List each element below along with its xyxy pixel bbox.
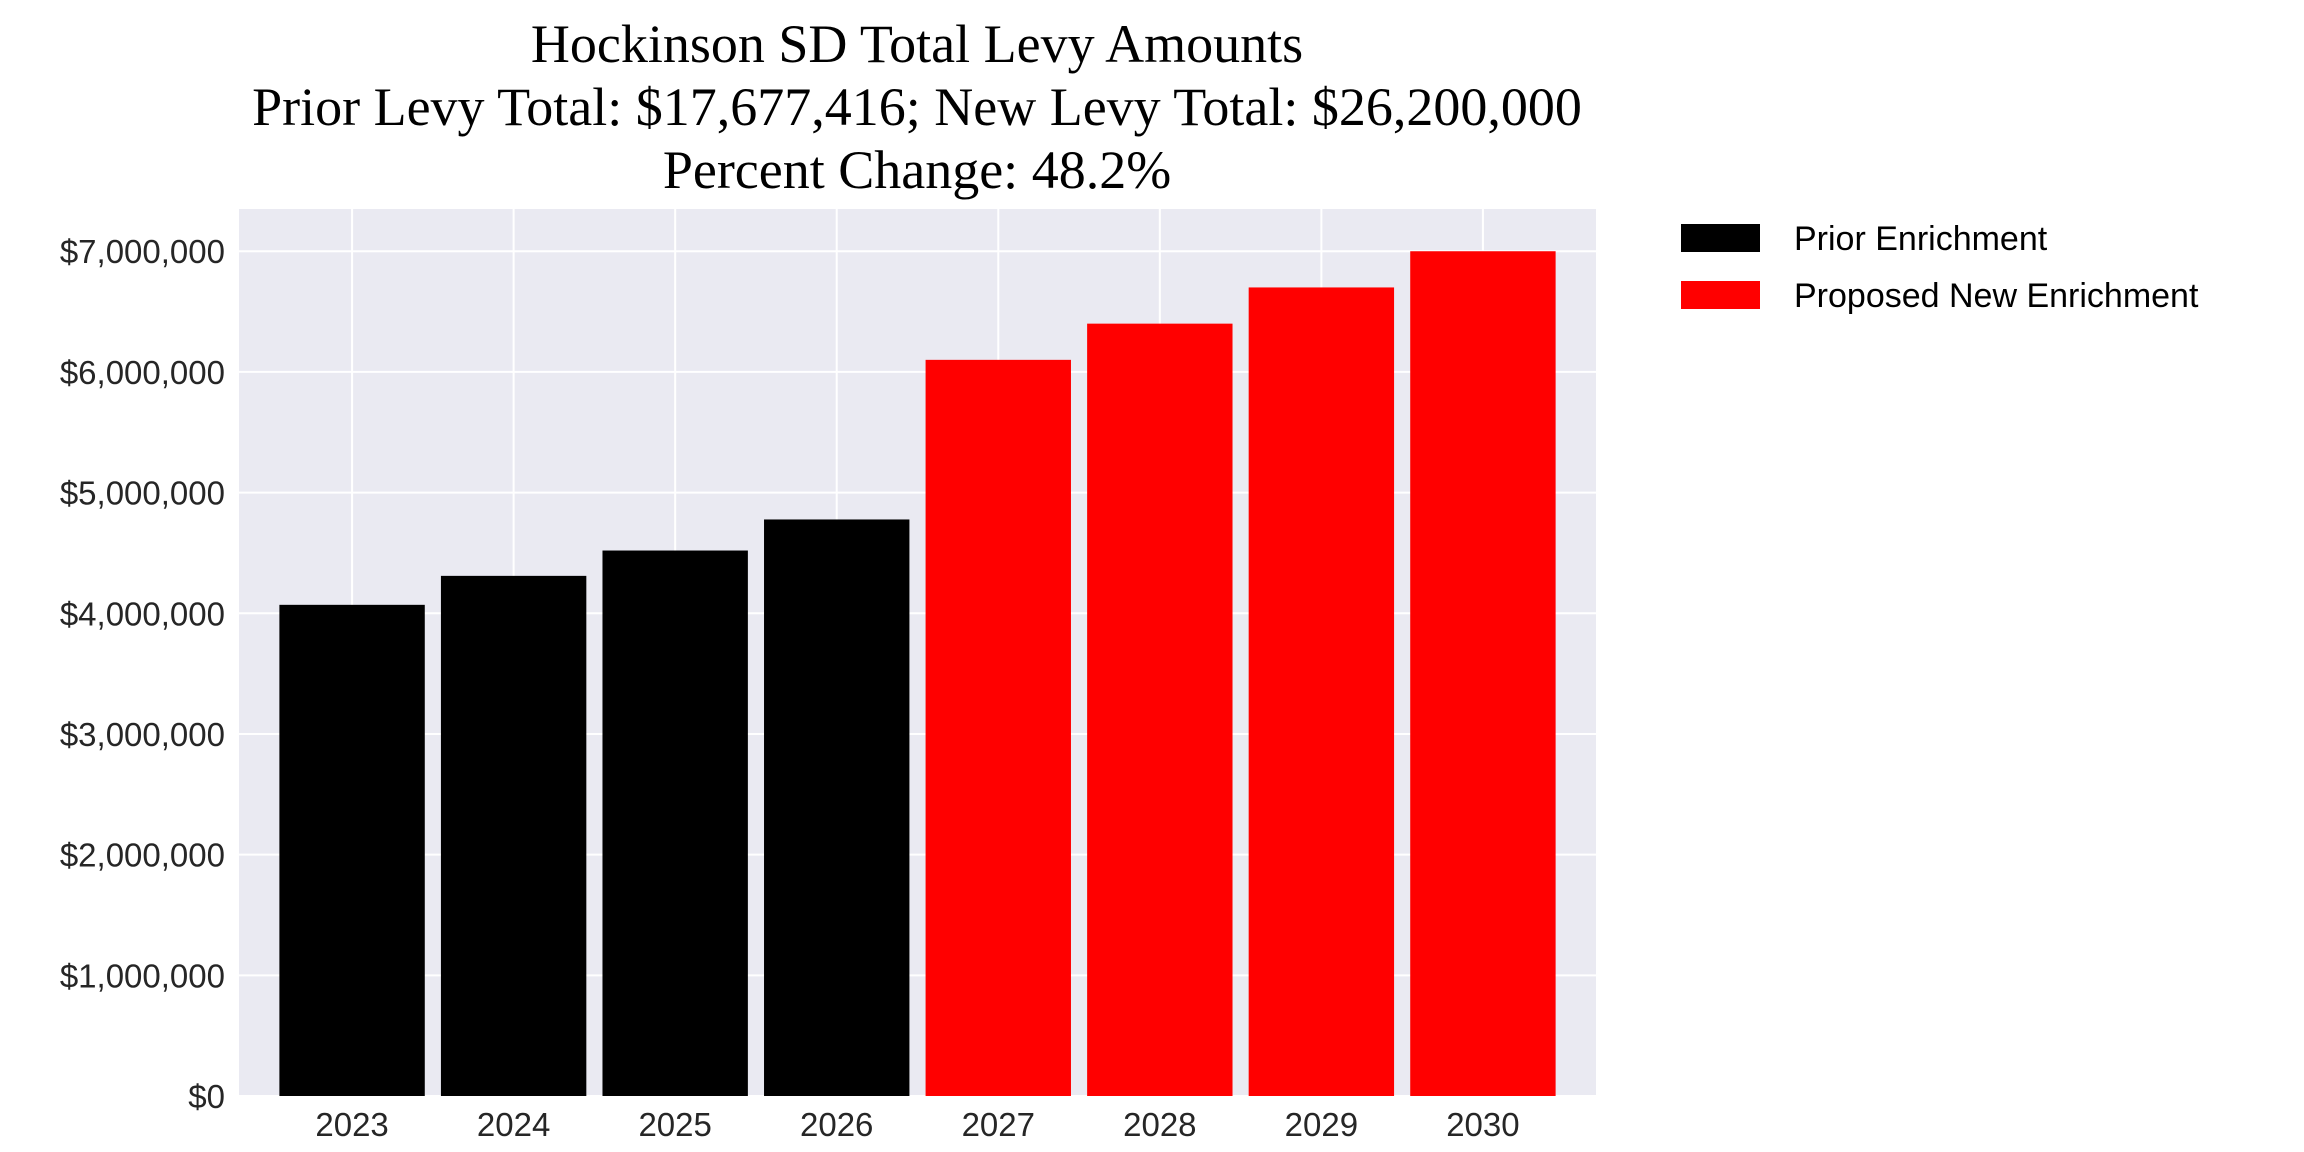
y-tick-label: $3,000,000	[60, 716, 225, 753]
bar-2024	[440, 575, 587, 1096]
x-tick-label: 2029	[1285, 1106, 1358, 1143]
legend-swatch-proposed	[1681, 281, 1760, 309]
chart-title-line-3: Percent Change: 48.2%	[663, 140, 1171, 200]
bar-2025	[602, 550, 748, 1096]
legend-swatch-prior	[1681, 224, 1760, 252]
legend-label-proposed: Proposed New Enrichment	[1794, 277, 2199, 315]
x-tick-label: 2027	[962, 1106, 1035, 1143]
x-tick-label: 2030	[1446, 1106, 1519, 1143]
x-tick-label: 2023	[315, 1106, 388, 1143]
y-tick-label: $7,000,000	[60, 233, 225, 270]
y-tick-label: $5,000,000	[60, 475, 225, 512]
chart-title-line-2: Prior Levy Total: $17,677,416; New Levy …	[252, 77, 1582, 137]
y-tick-label: $1,000,000	[60, 957, 225, 994]
bar-2028	[1087, 323, 1233, 1097]
x-tick-label: 2024	[477, 1106, 550, 1143]
bar-2026	[764, 519, 910, 1096]
x-tick-label: 2028	[1123, 1106, 1196, 1143]
legend: Prior Enrichment Proposed New Enrichment	[1681, 220, 2199, 315]
legend-label-prior: Prior Enrichment	[1794, 220, 2048, 258]
chart-title-line-1: Hockinson SD Total Levy Amounts	[531, 14, 1303, 74]
bar-2027	[925, 359, 1071, 1096]
y-tick-label: $6,000,000	[60, 354, 225, 391]
bar-2029	[1248, 287, 1395, 1097]
y-tick-label: $0	[188, 1078, 225, 1115]
y-tick-label: $2,000,000	[60, 837, 225, 874]
bar-2030	[1410, 251, 1556, 1096]
x-tick-label: 2025	[638, 1106, 711, 1143]
x-tick-label: 2026	[800, 1106, 873, 1143]
bar-2023	[279, 604, 425, 1096]
y-tick-label: $4,000,000	[60, 595, 225, 632]
